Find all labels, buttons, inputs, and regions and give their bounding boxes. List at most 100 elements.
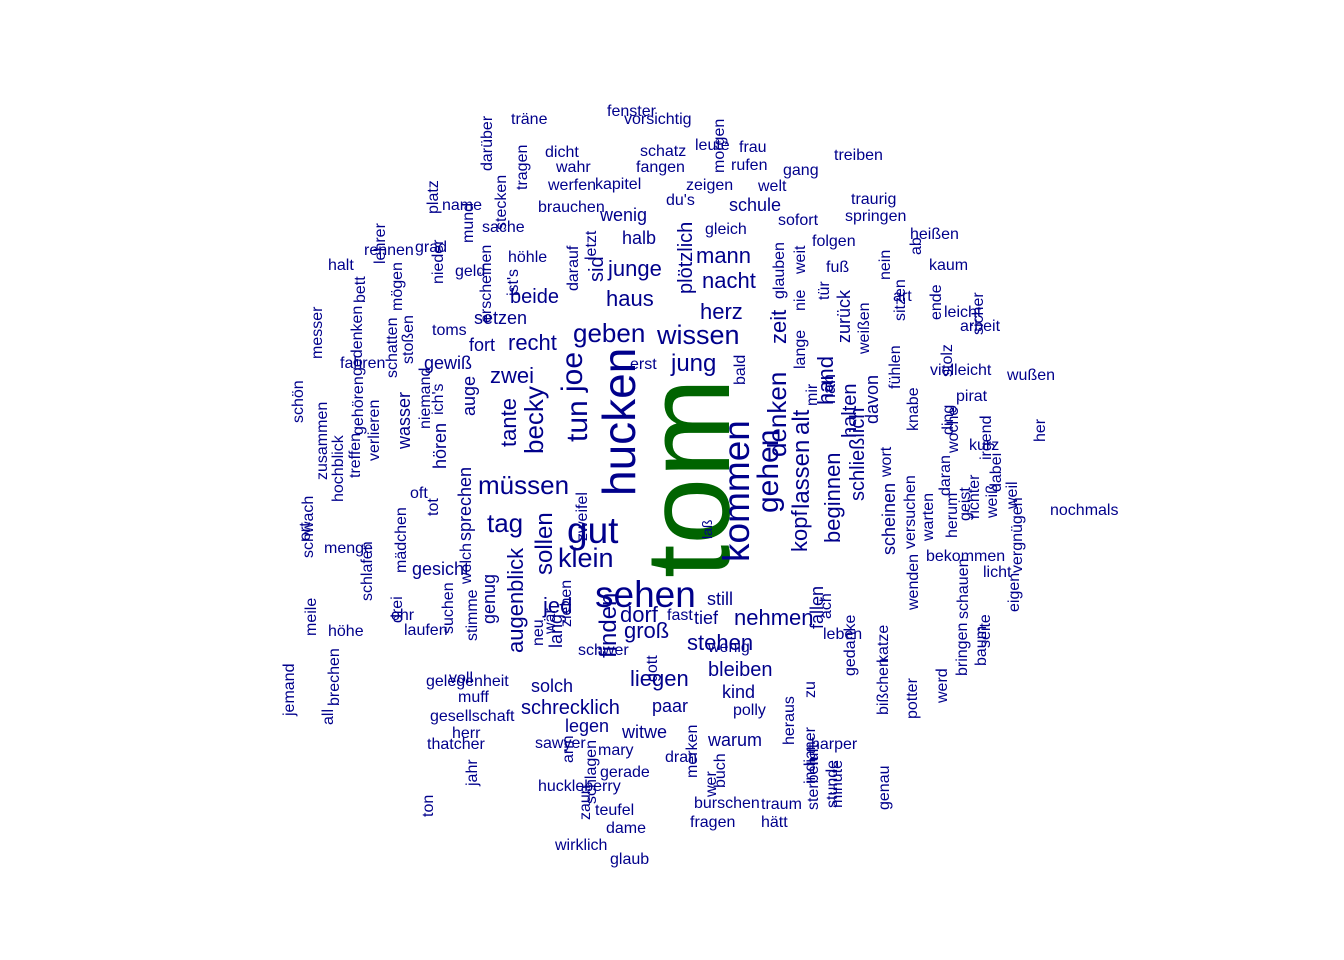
cloud-word: gedenken	[349, 305, 366, 376]
cloud-word: gang	[783, 162, 819, 179]
cloud-word: mann	[696, 243, 752, 268]
cloud-word: fenster	[607, 103, 656, 120]
cloud-word: sehen	[595, 574, 696, 615]
cloud-word: letzt	[583, 230, 600, 260]
cloud-word: stunde	[824, 759, 841, 808]
cloud-word: sache	[482, 219, 525, 236]
cloud-word: stolz	[939, 344, 956, 377]
cloud-word: ist's	[505, 268, 522, 296]
cloud-word: weit	[792, 245, 809, 274]
cloud-word: tür	[816, 281, 833, 300]
cloud-word: dran	[665, 749, 698, 766]
cloud-word: beginnen	[820, 452, 845, 543]
cloud-word: traum	[761, 796, 802, 813]
cloud-word: herr	[452, 725, 481, 742]
cloud-word: zwei	[490, 363, 535, 388]
cloud-word: laufen	[404, 622, 448, 639]
cloud-word: welt	[758, 178, 787, 195]
cloud-word: sprechen	[455, 466, 475, 541]
cloud-word: zu	[802, 681, 819, 698]
cloud-word: sawyer	[535, 735, 586, 752]
cloud-word: jed	[543, 593, 573, 618]
cloud-word: sicher	[970, 292, 987, 335]
cloud-word: legen	[565, 716, 610, 736]
cloud-word: fast	[667, 607, 693, 624]
cloud-word: genau	[876, 765, 893, 811]
cloud-word: irgend	[978, 415, 995, 460]
cloud-word: wenden	[905, 553, 922, 610]
cloud-word: denken	[762, 371, 792, 457]
cloud-word: ort	[297, 522, 314, 541]
cloud-word: ton	[420, 794, 437, 817]
cloud-word: alt	[788, 409, 815, 435]
cloud-word: sollen	[531, 512, 558, 575]
cloud-word: warum	[708, 730, 763, 750]
cloud-word: joe	[556, 351, 589, 392]
cloud-word: huckleberry	[538, 778, 621, 795]
cloud-word: wenig	[708, 639, 750, 656]
cloud-word: muff	[458, 689, 489, 706]
cloud-word: tief	[694, 608, 719, 628]
cloud-word: tag	[487, 508, 524, 538]
cloud-word: augenblick	[503, 547, 528, 653]
cloud-word: fragen	[690, 814, 736, 831]
cloud-word: halt	[328, 257, 354, 274]
cloud-word: fangen	[636, 159, 685, 176]
cloud-word: wissen	[657, 320, 740, 350]
cloud-word: tragen	[514, 144, 531, 190]
cloud-word: stimme	[464, 589, 481, 641]
cloud-word: baum	[973, 625, 990, 666]
cloud-word: darauf	[565, 245, 582, 291]
cloud-word: dicht	[545, 144, 579, 161]
cloud-word: ach	[818, 593, 835, 619]
cloud-word: nehmen	[734, 605, 814, 630]
cloud-word: fühlen	[887, 345, 904, 389]
cloud-word: werfen	[548, 177, 597, 194]
cloud-word: brauchen	[538, 199, 605, 216]
cloud-word: auge	[459, 375, 479, 416]
cloud-word: mögen	[389, 262, 406, 311]
cloud-word: harper	[811, 736, 858, 753]
cloud-word: junge	[608, 256, 662, 281]
cloud-word: nacht	[702, 268, 756, 293]
cloud-word: gesicht	[412, 559, 470, 579]
cloud-word: erst	[630, 356, 657, 373]
cloud-word: bißchen	[875, 658, 892, 715]
cloud-word: schwer	[578, 642, 629, 659]
cloud-word: bekommen	[926, 548, 1006, 565]
cloud-word: nein	[877, 249, 894, 280]
cloud-word: potter	[904, 678, 921, 719]
cloud-word: gerade	[600, 764, 650, 781]
cloud-word: voll	[449, 670, 474, 687]
cloud-word: art	[893, 288, 912, 305]
cloud-word: zaun	[577, 785, 594, 820]
cloud-word: knabe	[905, 387, 922, 431]
cloud-word: tante	[496, 398, 521, 447]
cloud-word: wär	[542, 608, 559, 634]
cloud-word: ohr	[391, 607, 415, 624]
cloud-word: schatten	[384, 317, 401, 378]
cloud-word: stoßen	[400, 315, 417, 364]
cloud-word: rennen	[364, 242, 414, 259]
cloud-word: thatcher	[427, 736, 485, 753]
cloud-word: mir	[804, 383, 821, 406]
cloud-word: höhle	[508, 249, 548, 266]
cloud-word: meile	[303, 597, 320, 636]
cloud-word: merken	[684, 724, 701, 778]
cloud-word: weißen	[856, 302, 873, 354]
cloud-word: halten	[839, 383, 861, 439]
cloud-word: luft	[805, 743, 822, 765]
cloud-word: ende	[928, 284, 945, 320]
cloud-word: gewiß	[424, 353, 473, 373]
cloud-word: wirklich	[555, 837, 608, 854]
cloud-word: bett	[352, 276, 369, 303]
cloud-word: kind	[722, 682, 756, 702]
cloud-word: arbeit	[960, 318, 1001, 335]
cloud-word: vielleicht	[930, 362, 992, 379]
cloud-word: wasser	[394, 391, 414, 449]
cloud-word: setzen	[474, 308, 528, 328]
cloud-word: zusammen	[314, 401, 331, 480]
cloud-word: nah	[819, 373, 839, 404]
cloud-word: kommen	[716, 420, 757, 562]
